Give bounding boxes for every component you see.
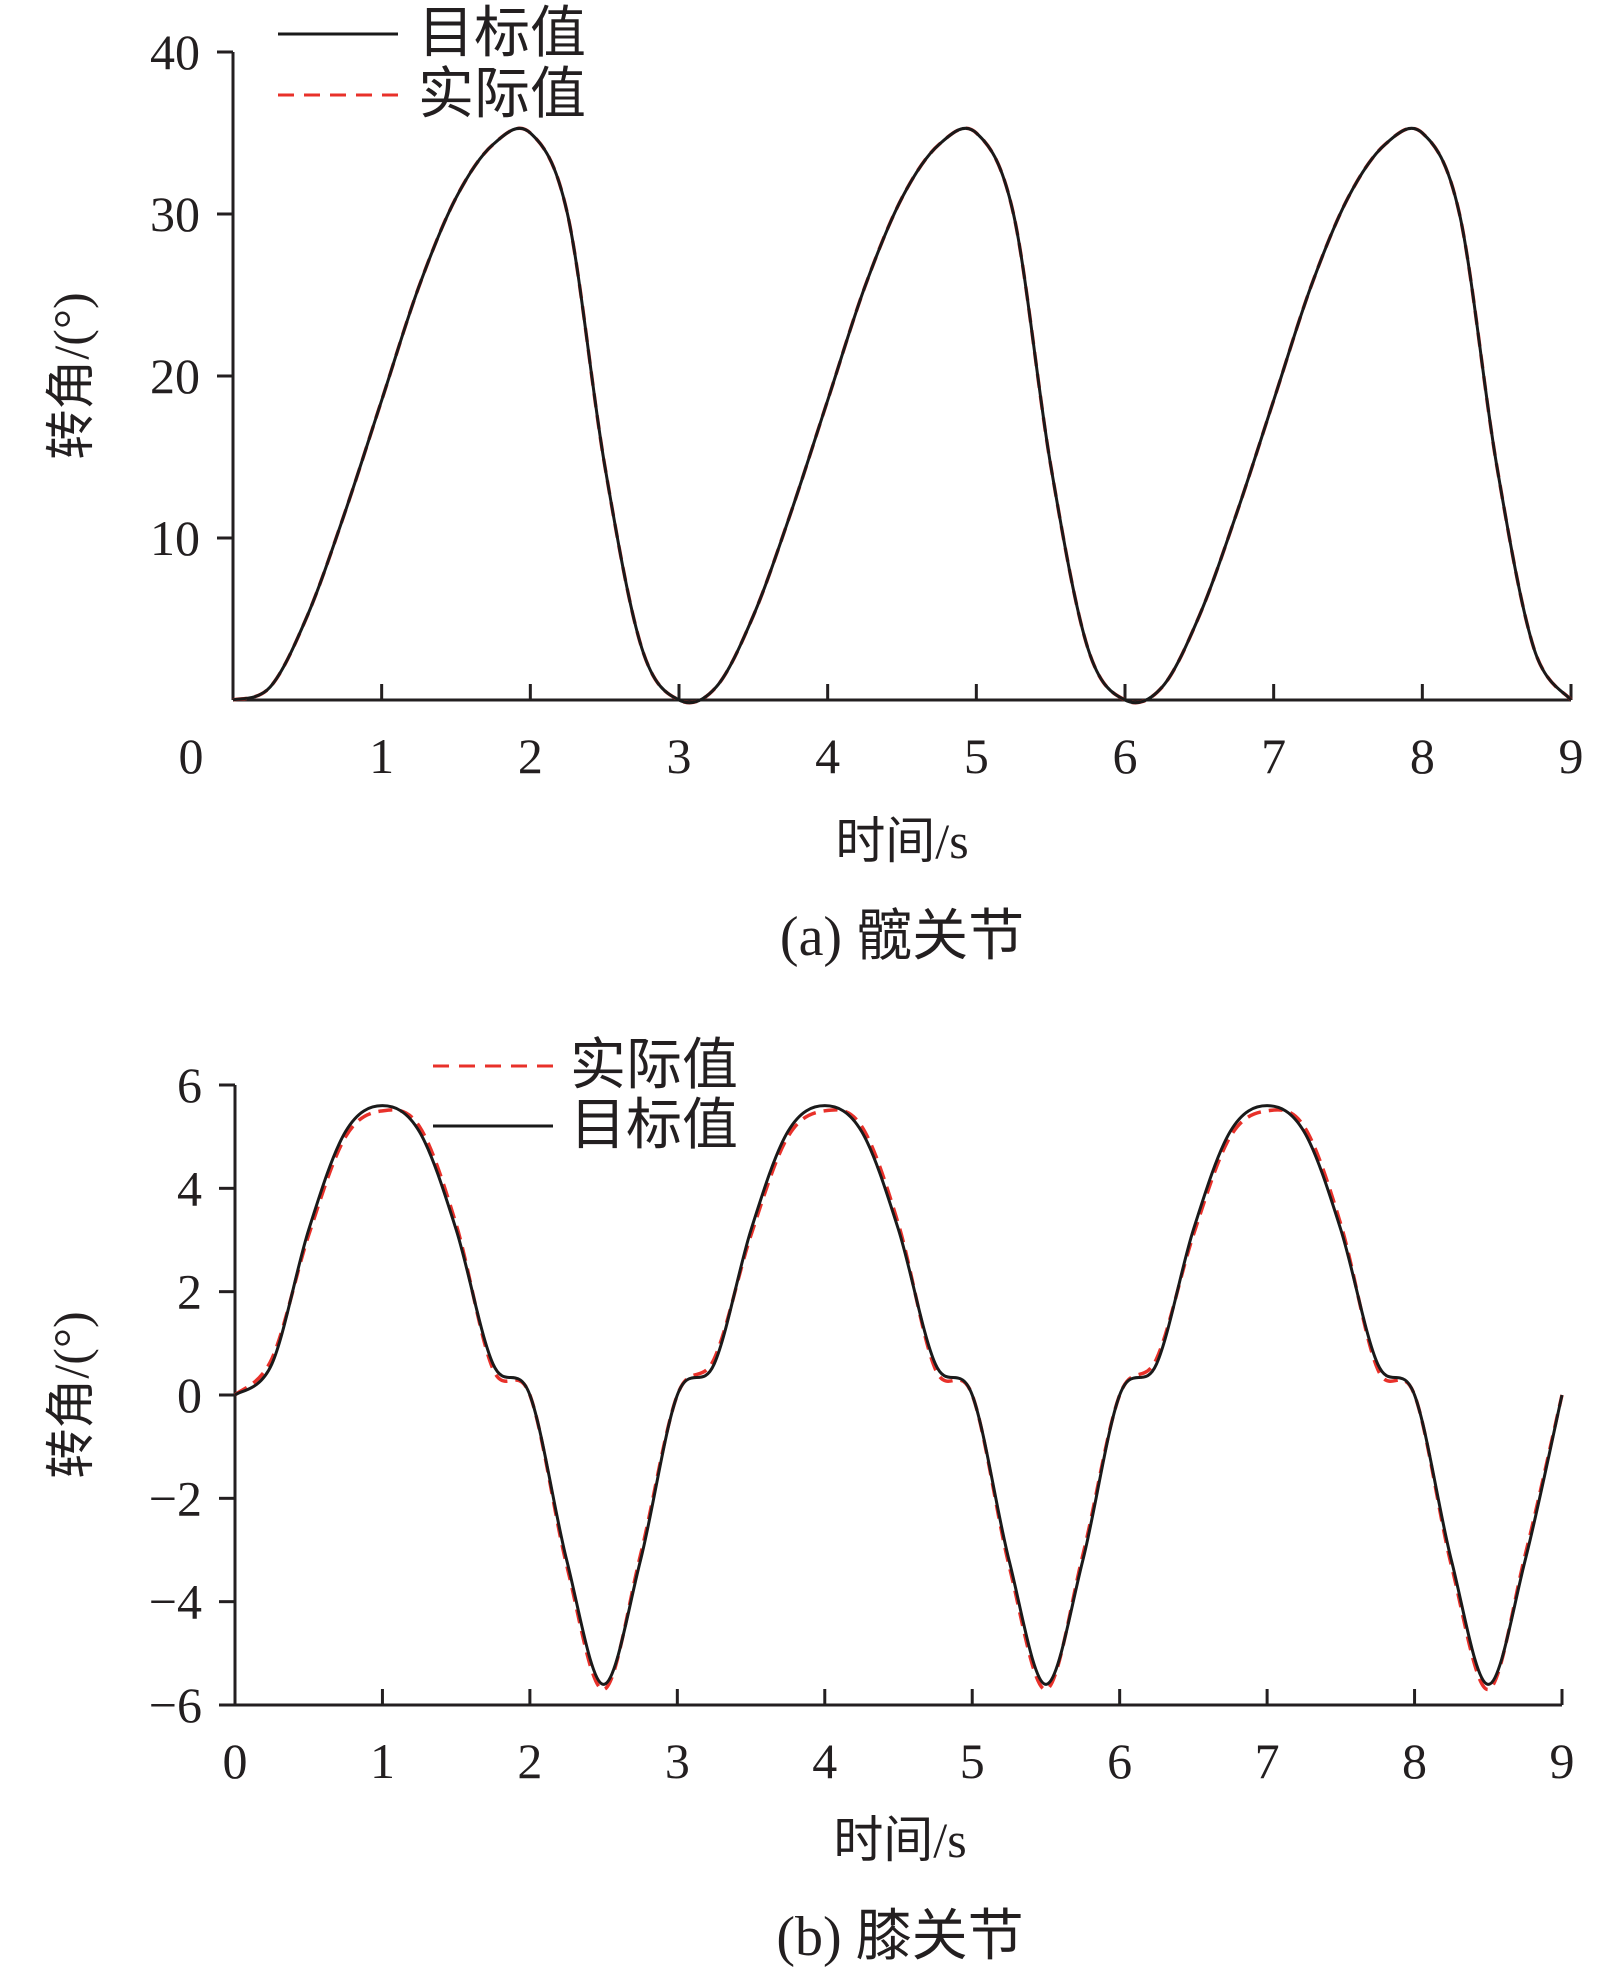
- x-tick-label: 8: [1402, 1733, 1427, 1789]
- x-tick-label: 4: [815, 728, 840, 784]
- x-tick-label: 0: [223, 1733, 248, 1789]
- y-ticks: −6 −4 −2 0 2 4 6: [149, 1057, 235, 1733]
- legend: 目标值 实际值: [278, 3, 586, 126]
- x-tick-label: 8: [1410, 728, 1435, 784]
- x-tick-label: 3: [667, 728, 692, 784]
- legend-label-actual: 实际值: [418, 64, 586, 126]
- x-tick-label: 7: [1261, 728, 1286, 784]
- x-axis-label: 时间/s: [835, 813, 968, 869]
- y-tick-label: 4: [177, 1160, 202, 1216]
- x-ticks: 0 1 2 3 4 5 6 7 8 9: [179, 684, 1584, 784]
- series-line-actual: [233, 1108, 1564, 1692]
- series-line-actual: [232, 126, 1573, 705]
- x-tick-label: 3: [665, 1733, 690, 1789]
- y-tick-label: −6: [149, 1677, 202, 1733]
- axes: [233, 1085, 1562, 1707]
- x-tick-label: 9: [1550, 1733, 1575, 1789]
- x-tick-label: 1: [370, 1733, 395, 1789]
- y-tick-label: 20: [150, 348, 200, 404]
- y-axis-label: 转角/(°): [43, 1311, 99, 1478]
- y-axis-label: 转角/(°): [43, 292, 99, 459]
- series-line-target: [232, 126, 1573, 705]
- x-tick-label: 6: [1107, 1733, 1132, 1789]
- x-tick-label: 7: [1255, 1733, 1280, 1789]
- x-tick-label: 5: [960, 1733, 985, 1789]
- y-tick-label: 30: [150, 186, 200, 242]
- y-tick-label: −4: [149, 1574, 202, 1630]
- y-tick-label: 6: [177, 1057, 202, 1113]
- y-tick-label: −2: [149, 1470, 202, 1526]
- x-tick-label: 2: [518, 728, 543, 784]
- axes: [231, 52, 1571, 702]
- x-tick-label: 4: [812, 1733, 837, 1789]
- x-tick-label: 2: [517, 1733, 542, 1789]
- series-layer: [232, 126, 1573, 705]
- knee-joint-chart: 0 1 2 3 4 5 6 7 8 9 −6 −4 −2 0 2 4 6 时间/s 转角/(°) (b) 膝关…: [43, 1035, 1575, 1968]
- y-tick-label: 0: [177, 1367, 202, 1423]
- series-line-target: [234, 1104, 1564, 1686]
- panel-caption: (a) 髋关节: [780, 906, 1024, 968]
- y-tick-label: 10: [150, 510, 200, 566]
- legend-label-target: 目标值: [570, 1095, 738, 1157]
- legend-label-actual: 实际值: [570, 1035, 738, 1097]
- y-ticks: 10 20 30 40: [150, 24, 233, 566]
- x-tick-label: 5: [964, 728, 989, 784]
- x-tick-label: 0: [179, 728, 204, 784]
- series-layer: [233, 1104, 1564, 1692]
- y-tick-label: 40: [150, 24, 200, 80]
- x-axis-label: 时间/s: [833, 1812, 966, 1868]
- panel-caption: (b) 膝关节: [776, 1906, 1023, 1968]
- x-tick-label: 9: [1559, 728, 1584, 784]
- y-tick-label: 2: [177, 1264, 202, 1320]
- x-ticks: 0 1 2 3 4 5 6 7 8 9: [223, 1689, 1575, 1789]
- legend: 实际值 目标值: [433, 1035, 738, 1157]
- legend-label-target: 目标值: [418, 3, 586, 65]
- x-tick-label: 6: [1113, 728, 1138, 784]
- x-tick-label: 1: [369, 728, 394, 784]
